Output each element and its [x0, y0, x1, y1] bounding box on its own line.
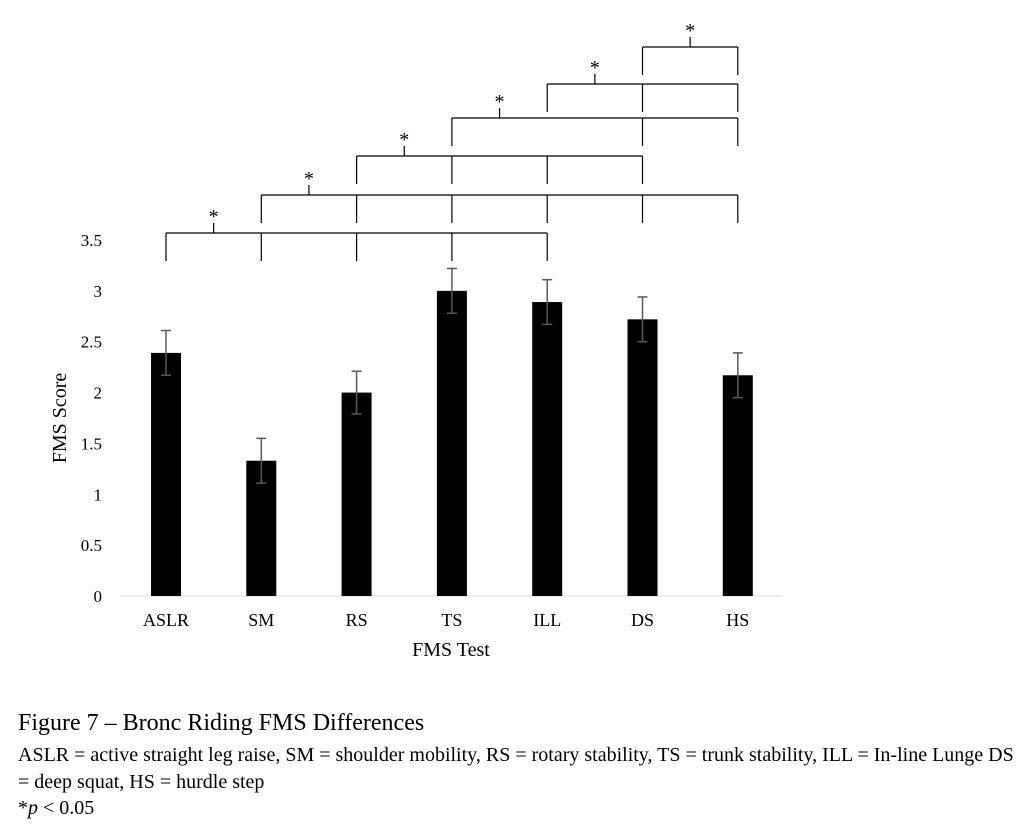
significance-star: * [685, 20, 695, 42]
bar-aslr [151, 352, 181, 596]
figure-abbreviations: ASLR = active straight leg raise, SM = s… [18, 744, 1014, 793]
significance-star: * [590, 57, 600, 79]
y-tick-label: 0 [94, 587, 103, 606]
significance-star: * [495, 91, 505, 113]
figure-significance-note: *p < 0.05 [18, 797, 94, 820]
significance-star: * [209, 206, 219, 228]
significance-star: * [304, 168, 314, 190]
bar-ill [532, 302, 563, 596]
y-tick-label: 3.5 [81, 231, 102, 250]
bar-ts [436, 290, 467, 596]
y-tick-label: 2 [94, 384, 103, 403]
y-axis-title: FMS Score [49, 373, 71, 464]
figure-title: Figure 7 – Bronc Riding FMS Differences [18, 710, 425, 736]
significance-star: * [399, 129, 409, 151]
y-tick-label: 1.5 [81, 434, 102, 453]
y-tick-label: 3 [94, 282, 103, 301]
x-tick-label: ASLR [143, 610, 189, 630]
bar-chart: 0 0.5 1 1.5 2 2.5 3 3.5 ASLR SM RS TS ILL DS HS FMS Tes… [49, 20, 783, 661]
x-tick-label: TS [441, 610, 462, 630]
y-tick-label: 2.5 [81, 333, 102, 352]
x-tick-label: SM [248, 610, 274, 630]
bar-ds [627, 319, 658, 596]
y-tick-label: 0.5 [81, 536, 102, 555]
note-star: * [18, 797, 28, 819]
x-tick-label: ILL [533, 610, 561, 630]
bar-rs [341, 392, 372, 596]
bar-hs [722, 375, 753, 596]
y-tick-label: 1 [94, 485, 103, 504]
x-axis-title: FMS Test [412, 639, 490, 661]
x-tick-label: DS [631, 610, 654, 630]
note-p: p [28, 797, 38, 819]
x-tick-label: RS [346, 610, 368, 630]
x-tick-label: HS [726, 610, 749, 630]
note-threshold: < 0.05 [38, 797, 95, 819]
